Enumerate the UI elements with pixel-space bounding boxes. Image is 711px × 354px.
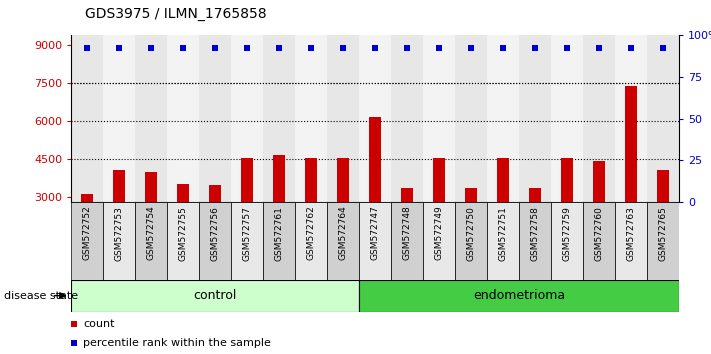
Bar [242,158,252,272]
Text: GSM572753: GSM572753 [114,206,124,261]
Bar [295,202,327,280]
Bar [551,35,583,202]
Bar [71,280,359,312]
Bar [466,188,476,272]
Bar [359,35,391,202]
Bar [274,155,284,272]
Text: GSM572757: GSM572757 [242,206,252,261]
Bar [370,117,380,272]
Bar [146,172,156,272]
Bar [647,202,679,280]
Bar [551,202,583,280]
Bar [338,158,348,272]
Text: percentile rank within the sample: percentile rank within the sample [83,338,271,348]
Text: endometrioma: endometrioma [473,289,565,302]
Text: GSM572754: GSM572754 [146,206,156,261]
Bar [103,35,135,202]
Bar [199,202,231,280]
Bar [455,202,487,280]
Bar [135,202,167,280]
Bar [615,202,647,280]
Text: GSM572765: GSM572765 [658,206,668,261]
Bar [530,188,540,272]
Bar [71,202,103,280]
Bar [498,158,508,272]
Bar [562,158,572,272]
Text: GSM572756: GSM572756 [210,206,220,261]
Bar [231,202,263,280]
Bar [455,35,487,202]
Bar [263,202,295,280]
Bar [306,158,316,272]
Bar [583,202,615,280]
Bar [487,35,519,202]
Bar [210,185,220,272]
Bar [359,202,391,280]
Text: GSM572755: GSM572755 [178,206,188,261]
Text: GSM572761: GSM572761 [274,206,284,261]
Text: GSM572750: GSM572750 [466,206,476,261]
Bar [82,194,92,272]
Text: GSM572763: GSM572763 [626,206,636,261]
Bar [519,35,551,202]
Bar [583,35,615,202]
Bar [199,35,231,202]
Text: GSM572762: GSM572762 [306,206,316,261]
Bar [391,202,423,280]
Text: GSM572764: GSM572764 [338,206,348,261]
Text: count: count [83,319,114,329]
Bar [391,35,423,202]
Text: GSM572748: GSM572748 [402,206,412,261]
Text: GSM572759: GSM572759 [562,206,572,261]
Text: GSM572758: GSM572758 [530,206,540,261]
Bar [178,184,188,272]
Bar [231,35,263,202]
Text: GDS3975 / ILMN_1765858: GDS3975 / ILMN_1765858 [85,7,267,21]
Bar [263,35,295,202]
Bar [167,35,199,202]
Bar [487,202,519,280]
Bar [114,170,124,272]
Text: GSM572760: GSM572760 [594,206,604,261]
Text: control: control [193,289,237,302]
Bar [615,35,647,202]
Bar [327,35,359,202]
Bar [103,202,135,280]
Bar [594,161,604,272]
Bar [327,202,359,280]
Bar [167,202,199,280]
Bar [71,35,103,202]
Bar [295,35,327,202]
Bar [359,280,679,312]
Bar [658,170,668,272]
Bar [434,158,444,272]
Bar [135,35,167,202]
Bar [519,202,551,280]
Text: GSM572749: GSM572749 [434,206,444,261]
Text: GSM572747: GSM572747 [370,206,380,261]
Text: GSM572752: GSM572752 [82,206,92,261]
Bar [402,188,412,272]
Text: GSM572751: GSM572751 [498,206,508,261]
Text: disease state: disease state [4,291,77,301]
Bar [626,86,636,272]
Bar [423,35,455,202]
Bar [647,35,679,202]
Bar [423,202,455,280]
